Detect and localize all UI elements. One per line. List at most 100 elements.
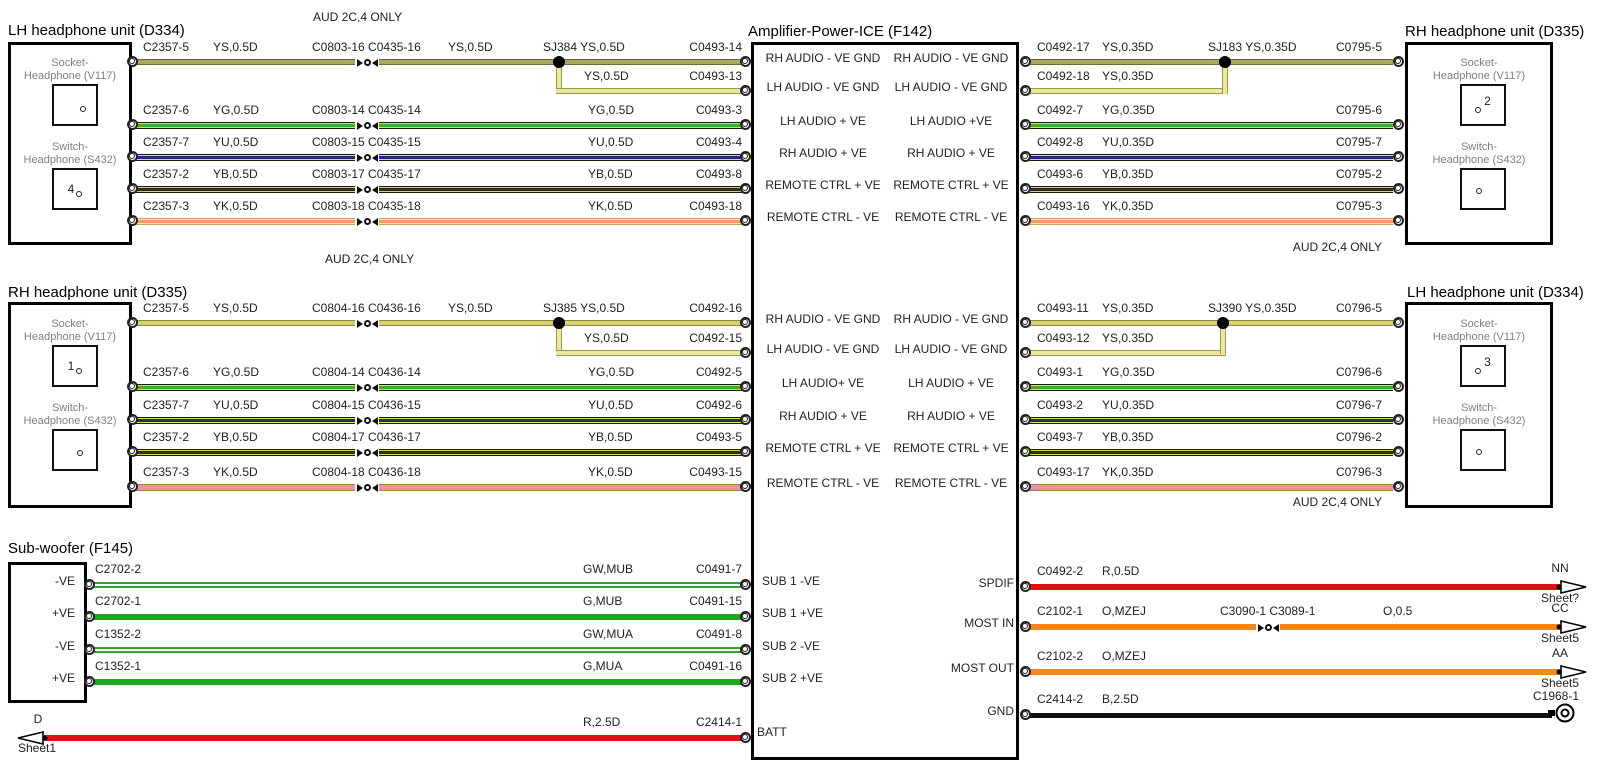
wire-label: YS,0.35D bbox=[1102, 331, 1154, 345]
amp-io-label: RH AUDIO + VE bbox=[907, 409, 995, 423]
inline-connector-icon bbox=[355, 446, 379, 459]
inline-connector-icon bbox=[355, 317, 379, 330]
terminal-label: -VE bbox=[54, 639, 75, 653]
inline-connector-icon bbox=[355, 119, 379, 132]
wire bbox=[1026, 320, 1393, 326]
pin-label: C0795-7 bbox=[1335, 135, 1382, 149]
pin-label: C0493-7 bbox=[1037, 430, 1084, 444]
socket-pin-dot-icon bbox=[1476, 449, 1482, 455]
sheet-arrow-left-icon[interactable] bbox=[14, 729, 48, 752]
wire-label: R,2.5D bbox=[583, 715, 621, 729]
amp-io-label: RH AUDIO - VE GND bbox=[765, 312, 881, 326]
wire bbox=[1026, 624, 1560, 630]
connector-pin-icon bbox=[740, 381, 751, 392]
connector-pin-icon bbox=[740, 446, 751, 457]
connector-pin-icon bbox=[740, 215, 751, 226]
connector-pin-icon bbox=[1020, 446, 1031, 457]
amp-io-label: RH AUDIO - VE GND bbox=[893, 312, 1009, 326]
connector-pin-icon bbox=[84, 644, 95, 655]
aud-note: AUD 2C,4 ONLY bbox=[325, 252, 415, 266]
unit-title: Sub-woofer (F145) bbox=[8, 540, 134, 557]
amp-pin-label: C0492-6 bbox=[695, 398, 742, 412]
socket-pin-dot-icon bbox=[1475, 368, 1482, 374]
amp-pin-label: C0493-4 bbox=[695, 135, 742, 149]
inline-connector-label: C0803-18 C0435-18 bbox=[312, 199, 421, 213]
wire bbox=[556, 88, 746, 94]
splice-label: SJ385 YS,0.5D bbox=[543, 301, 625, 315]
sheet-arrow-right-icon[interactable] bbox=[1556, 663, 1590, 686]
sheet-name-label: Sheet? bbox=[1540, 591, 1580, 605]
splice-label: SJ390 YS,0.35D bbox=[1208, 301, 1297, 315]
connector-pin-icon bbox=[127, 215, 138, 226]
amp-io-label: SUB 2 +VE bbox=[762, 671, 824, 685]
connector-pin-icon bbox=[84, 676, 95, 687]
wire bbox=[90, 647, 746, 653]
amp-io-label: RH AUDIO - VE GND bbox=[765, 51, 881, 65]
connector-pin-icon bbox=[84, 579, 95, 590]
connector-pin-icon bbox=[1020, 709, 1031, 720]
amp-io-label: RH AUDIO + VE bbox=[907, 146, 995, 160]
inline-connector-icon bbox=[355, 414, 379, 427]
connector-pin-icon bbox=[740, 151, 751, 162]
pin-label: C2357-5 bbox=[143, 40, 190, 54]
wire bbox=[1026, 484, 1393, 491]
connector-pin-icon bbox=[1020, 347, 1031, 358]
wire bbox=[133, 384, 746, 391]
amp-pin-label: C0492-15 bbox=[689, 331, 742, 345]
connector-pin-icon bbox=[127, 56, 138, 67]
unit-title: LH headphone unit (D334) bbox=[1407, 284, 1584, 301]
connector-pin-icon bbox=[1020, 581, 1031, 592]
connector-pin-icon bbox=[1020, 481, 1031, 492]
wire bbox=[133, 449, 746, 456]
sheet-arrow-right-icon[interactable] bbox=[1556, 618, 1590, 641]
pin-label: C0492-8 bbox=[1037, 135, 1084, 149]
pin-label: C2702-1 bbox=[95, 594, 142, 608]
amp-io-label: LH AUDIO+ VE bbox=[781, 376, 865, 390]
connector-pin-icon bbox=[1020, 56, 1031, 67]
amp-pin-label: C0491-8 bbox=[695, 627, 742, 641]
connector-pin-icon bbox=[1393, 56, 1404, 67]
connector-pin-icon bbox=[127, 381, 138, 392]
wire-label: YS,0.35D bbox=[1102, 40, 1154, 54]
amp-io-label: LH AUDIO + VE bbox=[908, 376, 994, 390]
sheet-name-label: Sheet5 bbox=[1540, 676, 1580, 690]
wire bbox=[1026, 417, 1393, 424]
socket-pin-dot-icon bbox=[80, 106, 86, 112]
connector-pin-icon bbox=[127, 446, 138, 457]
amp-pin-label: C0491-16 bbox=[689, 659, 742, 673]
amp-io-label: SPDIF bbox=[978, 576, 1014, 590]
pin-label: C2357-2 bbox=[143, 167, 190, 181]
wire-label: YK,0.5D bbox=[588, 465, 633, 479]
wire bbox=[133, 59, 746, 65]
wire bbox=[133, 154, 746, 161]
sheet-arrow-right-icon[interactable] bbox=[1556, 578, 1590, 601]
amp-pin-label: C0493-8 bbox=[695, 167, 742, 181]
sheet-name-label: Sheet5 bbox=[1540, 631, 1580, 645]
socket-box: 2 bbox=[1460, 84, 1506, 126]
lh-headphone-unit-top-box bbox=[8, 42, 132, 245]
amplifier-box bbox=[751, 42, 1019, 760]
pin-label: C0795-2 bbox=[1335, 167, 1382, 181]
wire-label: YS,0.5D bbox=[584, 69, 629, 83]
connector-pin-icon bbox=[1393, 317, 1404, 328]
wire-label: YK,0.35D bbox=[1102, 199, 1154, 213]
pin-label: C2357-2 bbox=[143, 430, 190, 444]
amp-io-label: RH AUDIO + VE bbox=[779, 146, 867, 160]
pin-label: C2357-6 bbox=[143, 365, 190, 379]
wire-label: GW,MUA bbox=[583, 627, 633, 641]
wire-label: YG,0.5D bbox=[588, 365, 635, 379]
inline-connector-icon bbox=[355, 183, 379, 196]
wire bbox=[133, 186, 746, 193]
pin-label: C0492-17 bbox=[1037, 40, 1090, 54]
wire bbox=[1026, 88, 1228, 94]
unit-title: LH headphone unit (D334) bbox=[8, 22, 185, 39]
pin-label: C2357-6 bbox=[143, 103, 190, 117]
inline-connector-icon bbox=[1256, 621, 1280, 634]
amp-pin-label: C0493-3 bbox=[695, 103, 742, 117]
wire bbox=[1026, 584, 1560, 590]
amplifier-title: Amplifier-Power-ICE (F142) bbox=[748, 23, 933, 40]
amp-pin-label: C0491-15 bbox=[689, 594, 742, 608]
wire-label: YK,0.5D bbox=[213, 465, 258, 479]
socket-label: Socket- Headphone (V117) bbox=[1432, 318, 1526, 343]
connector-pin-icon bbox=[740, 119, 751, 130]
